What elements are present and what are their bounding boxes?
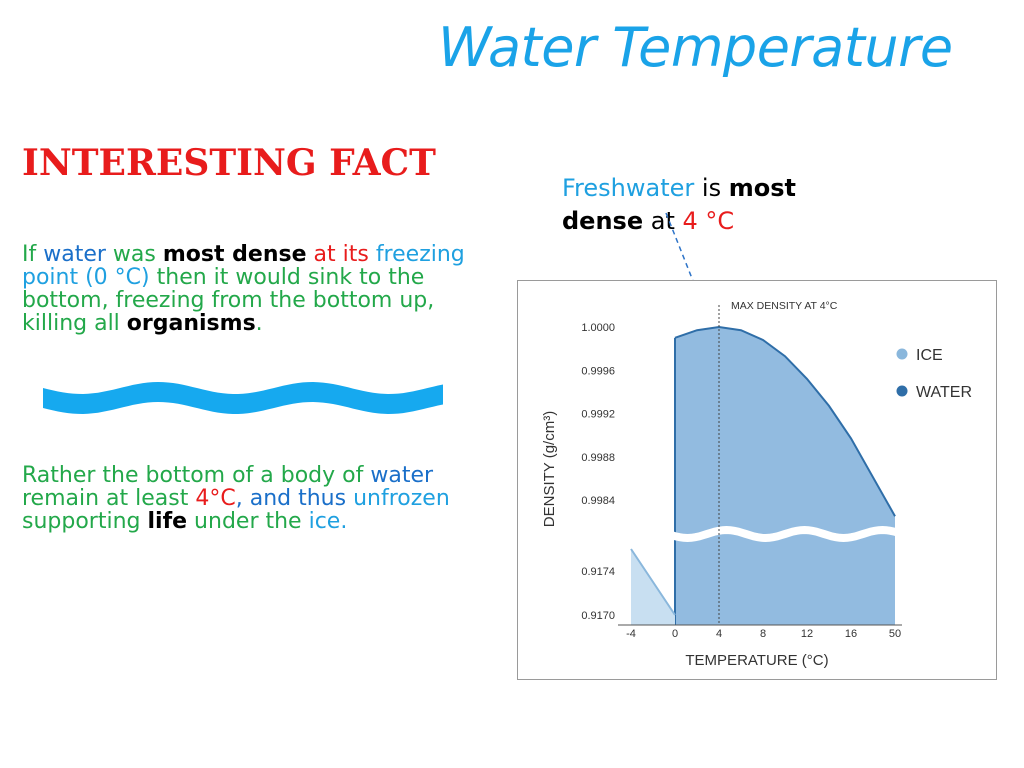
callout-is: is: [694, 174, 729, 202]
legend-ice-label: ICE: [916, 347, 943, 364]
fact-paragraph: If water was most dense at its freezing …: [22, 243, 492, 335]
y-tick-label: 0.9996: [581, 365, 615, 377]
text-under: under the: [187, 509, 309, 534]
y-tick-label: 0.9170: [581, 610, 615, 622]
text-was: was: [105, 242, 163, 267]
text-organisms: organisms: [126, 311, 256, 336]
callout-most: most: [728, 174, 796, 202]
text-unfrozen: unfrozen: [353, 486, 450, 511]
y-tick-label: 0.9992: [581, 409, 615, 421]
x-tick-label: 8: [760, 628, 766, 640]
y-tick-label: 0.9174: [581, 566, 615, 578]
callout-temp: 4 °C: [682, 207, 735, 235]
text-period-1: .: [255, 311, 263, 336]
y-tick-label: 0.9984: [581, 495, 615, 507]
callout-at: at: [643, 207, 683, 235]
callout-text: Freshwater is most dense at 4 °C: [562, 172, 862, 238]
ice-series-line: [630, 548, 676, 616]
y-axis-title: DENSITY (g/cm³): [541, 411, 558, 527]
y-tick-label: 1.0000: [581, 322, 615, 334]
text-water-2: water: [370, 463, 434, 488]
callout-freshwater: Freshwater: [562, 174, 695, 202]
text-temp: 4°C: [195, 486, 236, 511]
x-tick-label: 0: [672, 628, 678, 640]
wave-divider: [43, 382, 443, 414]
legend-water-dot: [896, 385, 908, 397]
text-freezing-point: freezing point (0 °C): [22, 242, 465, 290]
page-title: Water Temperature: [438, 16, 953, 79]
text-if: If: [22, 242, 44, 267]
text-period-2: .: [340, 509, 348, 534]
callout-dense: dense: [562, 207, 644, 235]
legend-water-label: WATER: [916, 384, 972, 401]
text-supporting: supporting: [22, 509, 148, 534]
text-then: then it would sink to the bottom, freezi…: [22, 265, 435, 336]
max-density-annotation: MAX DENSITY AT 4°C: [731, 300, 838, 312]
density-chart: MAX DENSITY AT 4°C -4 0 4 8 12 16 50 1.0000 0.999…: [517, 280, 997, 680]
x-tick-label: 16: [845, 628, 857, 640]
x-tick-label: 50: [889, 628, 901, 640]
x-tick-label: 4: [716, 628, 722, 640]
text-life: life: [147, 509, 188, 534]
x-tick-label: -4: [626, 628, 636, 640]
text-rather: Rather the bottom of a body of: [22, 463, 371, 488]
text-most-dense: most dense: [162, 242, 307, 267]
y-tick-label: 0.9988: [581, 452, 615, 464]
text-and-thus: , and thus: [235, 486, 354, 511]
chart-svg: MAX DENSITY AT 4°C -4 0 4 8 12 16 50 1.0000 0.999…: [541, 300, 972, 669]
text-ice: ice: [308, 509, 341, 534]
axis-break: [666, 525, 904, 543]
text-water: water: [43, 242, 106, 267]
x-axis-title: TEMPERATURE (°C): [685, 652, 828, 669]
text-remain: remain at least: [22, 486, 196, 511]
x-tick-label: 12: [801, 628, 813, 640]
rather-paragraph: Rather the bottom of a body of water rem…: [22, 464, 492, 533]
fact-heading: INTERESTING FACT: [22, 142, 436, 184]
water-area: [675, 327, 895, 625]
legend-ice-dot: [896, 348, 908, 360]
water-series-line: [674, 325, 896, 517]
ice-area: [631, 549, 675, 625]
text-at-its: at its: [306, 242, 369, 267]
